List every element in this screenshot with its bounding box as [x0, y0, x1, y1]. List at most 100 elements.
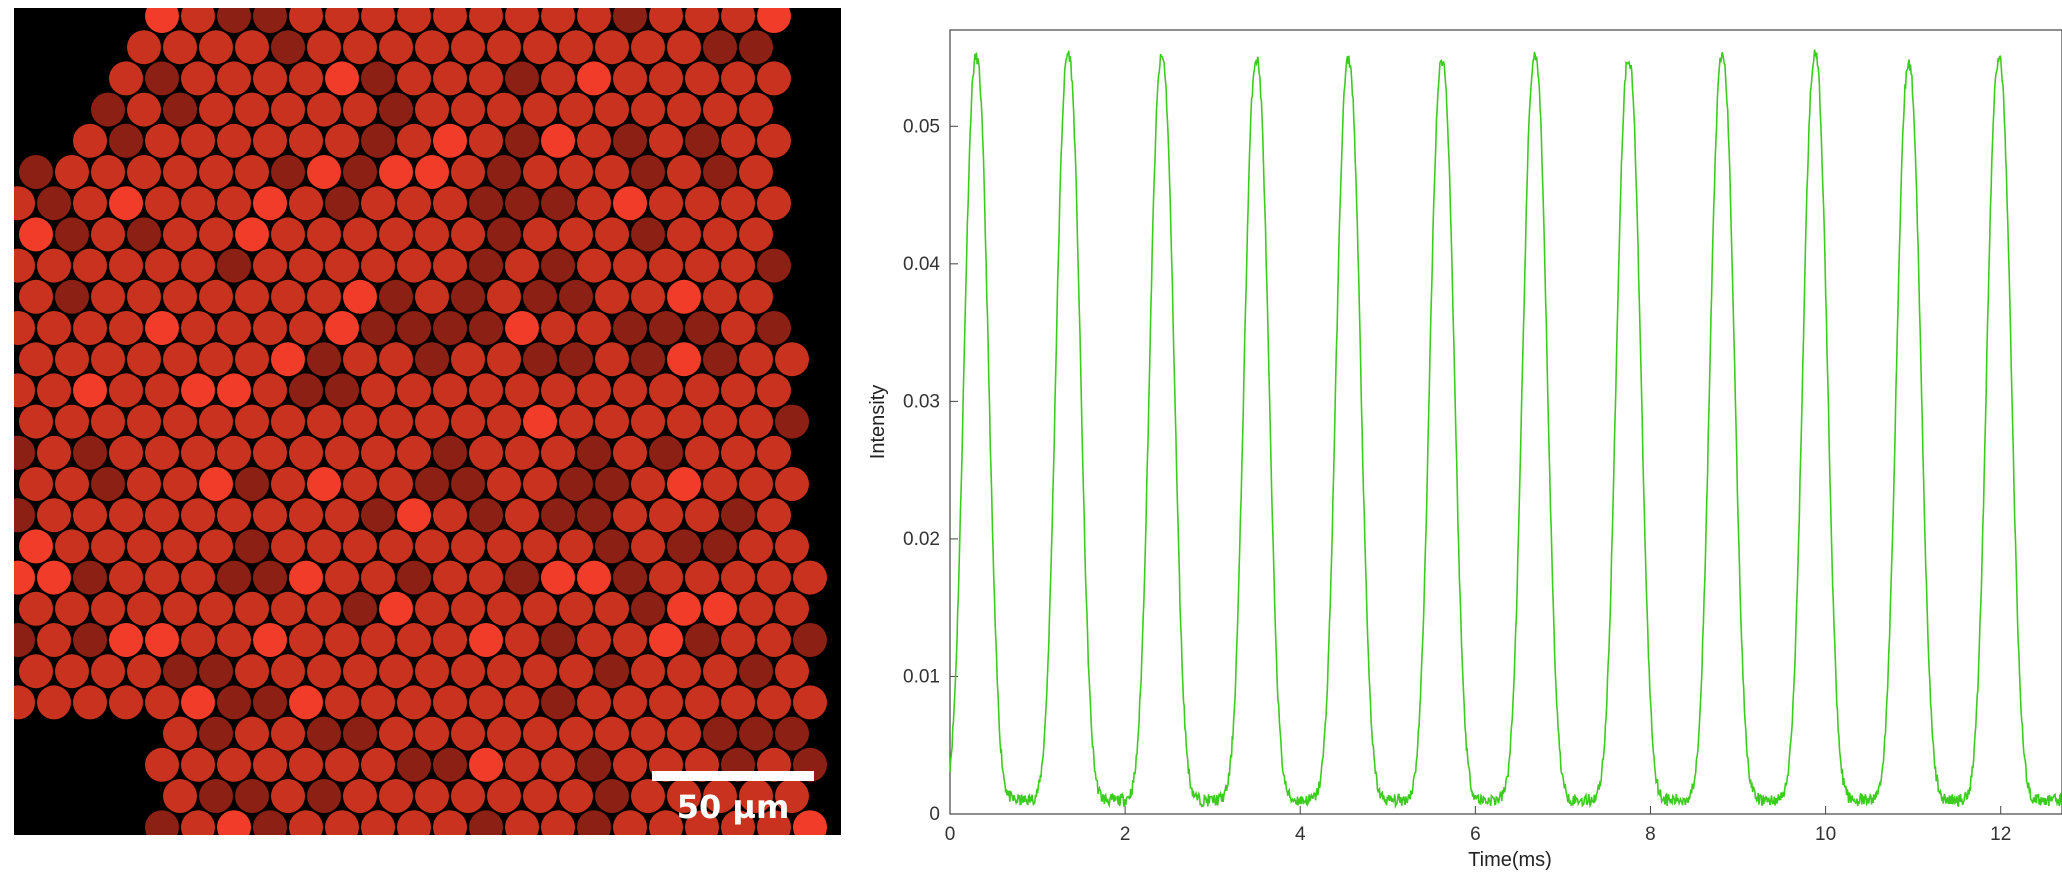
droplet	[397, 311, 431, 345]
droplet	[73, 311, 107, 345]
droplet	[469, 123, 503, 158]
droplet	[361, 8, 395, 33]
droplet	[523, 529, 557, 564]
droplet	[235, 654, 269, 689]
droplet	[505, 248, 539, 283]
droplet	[289, 61, 323, 96]
droplet	[109, 560, 143, 595]
droplet	[739, 217, 773, 252]
droplet	[37, 373, 71, 408]
droplet	[451, 155, 485, 189]
droplet	[577, 747, 611, 782]
droplet	[235, 342, 269, 377]
droplet	[649, 560, 683, 595]
droplet	[631, 342, 665, 377]
droplet	[109, 123, 143, 158]
droplet	[469, 435, 503, 470]
droplet	[145, 248, 179, 283]
droplet	[55, 217, 89, 252]
droplet	[361, 810, 395, 835]
x-tick-label: 10	[1815, 824, 1836, 845]
droplet	[289, 498, 323, 533]
droplet	[559, 779, 593, 813]
droplet	[505, 623, 539, 657]
droplet	[451, 217, 485, 252]
droplet	[685, 61, 719, 96]
droplet	[577, 810, 611, 835]
droplet	[325, 747, 359, 782]
droplet	[343, 529, 377, 564]
x-axis-title: Time(ms)	[1468, 849, 1552, 871]
droplet	[163, 654, 197, 689]
droplet	[397, 373, 431, 408]
droplet	[19, 155, 53, 189]
droplet	[199, 467, 233, 501]
droplet	[181, 8, 215, 33]
droplet	[541, 498, 575, 533]
droplet	[577, 8, 611, 33]
droplet	[577, 311, 611, 345]
droplet	[505, 123, 539, 158]
droplet	[469, 810, 503, 835]
droplet	[307, 92, 341, 127]
droplet	[793, 560, 827, 595]
droplet	[217, 623, 251, 657]
droplet	[541, 435, 575, 470]
droplet	[523, 467, 557, 501]
droplet	[199, 279, 233, 314]
droplet	[649, 373, 683, 408]
droplet	[91, 92, 125, 127]
droplet	[595, 279, 629, 314]
droplet	[559, 467, 593, 501]
droplet	[379, 591, 413, 626]
droplet	[199, 155, 233, 189]
droplet	[739, 529, 773, 564]
droplet	[235, 217, 269, 252]
droplet	[181, 61, 215, 96]
droplet	[217, 498, 251, 533]
droplet	[55, 591, 89, 626]
droplet	[325, 61, 359, 96]
droplet	[217, 8, 251, 33]
droplet	[703, 529, 737, 564]
droplet	[199, 779, 233, 813]
droplet	[775, 779, 809, 813]
droplet	[199, 654, 233, 689]
y-axis-title: Intensity	[867, 385, 889, 459]
droplet	[739, 467, 773, 501]
droplet	[595, 529, 629, 564]
droplet	[343, 342, 377, 377]
droplet	[289, 623, 323, 657]
droplet	[397, 61, 431, 96]
x-tick-label: 0	[945, 824, 956, 845]
droplet	[559, 155, 593, 189]
x-axis: 0 2 4 6 8 10 12	[945, 806, 2011, 845]
droplet	[505, 61, 539, 96]
droplet	[613, 747, 647, 782]
droplet	[55, 529, 89, 564]
droplet	[523, 279, 557, 314]
droplet	[343, 467, 377, 501]
droplet	[181, 498, 215, 533]
droplet	[397, 560, 431, 595]
droplet	[469, 623, 503, 657]
droplet	[397, 747, 431, 782]
intensity-chart: 0 0.01 0.02 0.03 0.04 0.05 0 2 4 6 8 10 12 Intensit…	[867, 29, 2062, 871]
droplet	[703, 716, 737, 751]
droplet	[487, 591, 521, 626]
droplet	[379, 779, 413, 813]
droplet	[487, 155, 521, 189]
droplet	[415, 654, 449, 689]
droplet	[667, 716, 701, 751]
droplet	[289, 123, 323, 158]
droplet	[703, 467, 737, 501]
droplet	[145, 123, 179, 158]
droplet	[253, 560, 287, 595]
droplet	[415, 155, 449, 189]
droplet	[19, 279, 53, 314]
droplet	[91, 529, 125, 564]
droplet	[14, 311, 35, 345]
droplet	[271, 279, 305, 314]
droplet	[397, 186, 431, 221]
droplet	[649, 623, 683, 657]
